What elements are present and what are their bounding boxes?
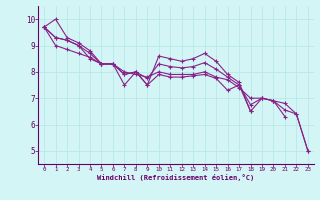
X-axis label: Windchill (Refroidissement éolien,°C): Windchill (Refroidissement éolien,°C) [97, 174, 255, 181]
